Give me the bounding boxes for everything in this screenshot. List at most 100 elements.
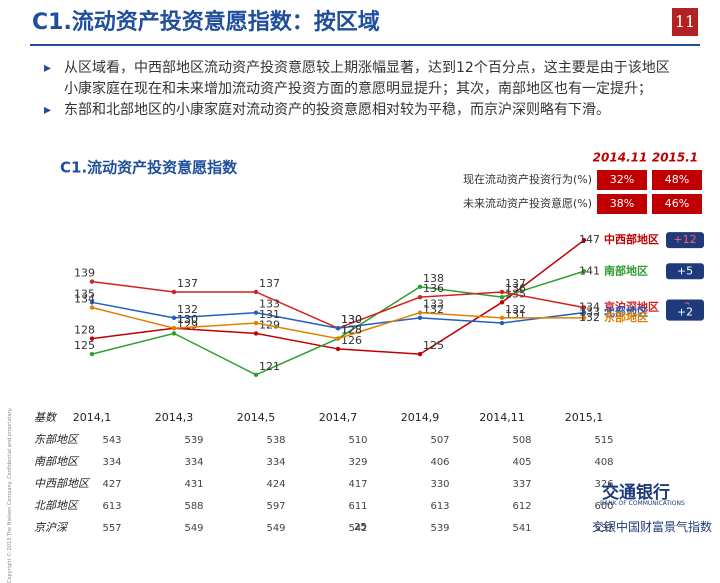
point [417, 294, 423, 300]
point [581, 237, 587, 243]
value-label: 130 [341, 313, 362, 326]
point [417, 351, 423, 357]
summary-cell [597, 194, 647, 214]
index-name: 交银中国财富景气指数 [592, 520, 713, 534]
base-value: 597 [266, 501, 285, 512]
value-label: 137 [259, 277, 280, 290]
summary-row-label: 现在流动资产投资行为(%) [463, 172, 592, 186]
point [89, 336, 95, 341]
legend-label: 京沪深地区 [604, 300, 659, 314]
base-value: 613 [430, 501, 449, 512]
value-label: 121 [259, 360, 280, 373]
value-label: 128 [74, 324, 95, 337]
base-value: 408 [594, 457, 613, 468]
point [499, 289, 505, 295]
summary-value: 38% [610, 197, 634, 210]
point [499, 294, 505, 300]
point [89, 300, 95, 305]
summary-header: 2014.11 [593, 151, 648, 165]
summary-cell [652, 194, 702, 214]
value-label: 126 [341, 334, 362, 347]
value-label: 131 [259, 308, 280, 321]
value-label: 125 [74, 339, 95, 352]
point [335, 346, 341, 352]
value-label: 135 [74, 287, 95, 300]
slide-number: 11 [672, 8, 698, 36]
summary-cell [652, 170, 702, 190]
base-value: 537 [594, 523, 613, 534]
base-value: 588 [184, 501, 203, 512]
value-label: 130 [341, 313, 362, 326]
chart-title: C1.流动资产投资意愿指数 [60, 159, 238, 177]
base-value: 427 [102, 479, 121, 490]
x-tick-label: 2015,1 [565, 411, 604, 424]
base-value: 334 [184, 457, 203, 468]
summary-header: 2015.1 [652, 151, 698, 165]
summary-row-label: 未来流动资产投资意愿(%) [463, 196, 592, 210]
base-value: 431 [184, 479, 203, 490]
value-label: 137 [505, 277, 526, 290]
change-label: +5 [677, 264, 693, 277]
base-value: 541 [512, 523, 531, 534]
base-value: 405 [512, 457, 531, 468]
point [499, 320, 505, 326]
base-value: 543 [102, 435, 121, 446]
x-tick-label: 2014,3 [155, 411, 194, 424]
point [253, 289, 259, 295]
value-label: 137 [177, 277, 198, 290]
summary-value: 32% [610, 173, 634, 186]
change-label: +12 [673, 233, 696, 246]
base-value: 330 [430, 479, 449, 490]
bank-logo: 交通银行 [602, 483, 670, 503]
value-label: 138 [423, 272, 444, 285]
x-tick-label: 2014,7 [319, 411, 358, 424]
point [89, 305, 95, 310]
base-value: 539 [430, 523, 449, 534]
bank-logo-en: BANK OF COMMUNICATIONS [600, 500, 685, 507]
base-label: 基数 [34, 411, 58, 424]
point [171, 289, 177, 295]
base-row-label: 南部地区 [34, 455, 80, 468]
point [253, 310, 259, 315]
point [581, 315, 587, 321]
point [253, 331, 259, 336]
base-value: 549 [184, 523, 203, 534]
base-value: 549 [266, 523, 285, 534]
base-value: 611 [348, 501, 367, 512]
point [417, 315, 423, 321]
end-value-label: 132 [579, 311, 600, 324]
page: {"header": {"title": "C1.流动资产投资意愿指数：按区域"… [0, 0, 720, 540]
legend-label: 中西部地区 [604, 232, 659, 246]
base-value: 334 [266, 457, 285, 468]
value-label: 139 [74, 267, 95, 280]
value-label: 133 [423, 298, 444, 311]
base-value: 417 [348, 479, 367, 490]
point [581, 269, 587, 274]
value-label: 132 [505, 303, 526, 316]
point [171, 326, 177, 331]
base-value: 507 [430, 435, 449, 446]
point [335, 326, 341, 331]
base-value: 542 [348, 523, 367, 534]
point [499, 315, 505, 321]
base-row-label: 东部地区 [34, 433, 80, 446]
base-value: 613 [102, 501, 121, 512]
title-rule [30, 44, 700, 46]
point [581, 305, 587, 310]
base-value: 539 [184, 435, 203, 446]
point [89, 279, 95, 284]
bullet-list: 从区域看，中西部地区流动资产投资意愿较上期涨幅显著，达到12个百分点，这主要是由… [42, 58, 682, 121]
bullet: 东部和北部地区的小康家庭对流动资产的投资意愿相对较为平稳，而京沪深则略有下滑。 [42, 100, 682, 121]
base-value: 538 [266, 435, 285, 446]
change-box [666, 304, 704, 321]
summary-value: 46% [665, 197, 689, 210]
x-tick-label: 2014,1 [73, 411, 112, 424]
summary-value: 48% [665, 173, 689, 186]
value-label: 128 [341, 324, 362, 337]
base-value: 557 [102, 523, 121, 534]
point [417, 310, 423, 315]
base-value: 515 [594, 435, 613, 446]
slide-title: C1.流动资产投资意愿指数：按区域 [32, 10, 380, 35]
chart: C1.流动资产投资意愿指数 2014.11 2015.1 现在流动资产投资行为(%)… [34, 151, 704, 534]
end-value-label: 134 [579, 301, 600, 314]
